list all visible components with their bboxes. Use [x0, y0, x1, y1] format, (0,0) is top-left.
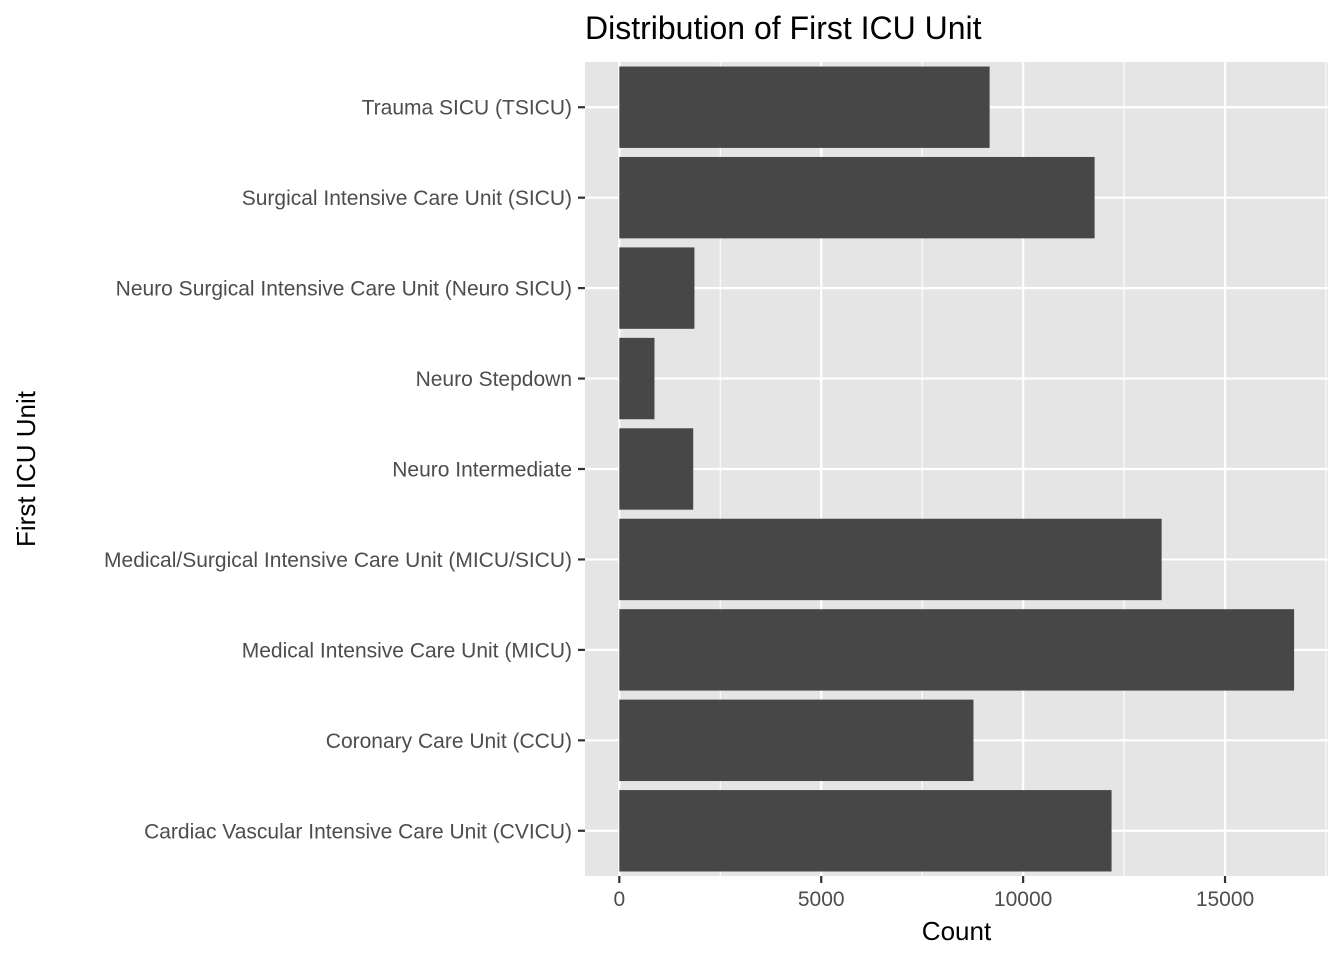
bar: [619, 428, 694, 510]
y-tick-label: Coronary Care Unit (CCU): [326, 730, 572, 753]
bar: [619, 518, 1162, 601]
x-axis-title: Count: [922, 916, 992, 946]
y-tick-label: Medical Intensive Care Unit (MICU): [242, 639, 572, 662]
x-tick-label: 0: [613, 888, 625, 911]
bars: [619, 66, 1295, 872]
bar: [619, 66, 990, 148]
y-tick-label: Neuro Surgical Intensive Care Unit (Neur…: [116, 278, 572, 301]
chart-title: Distribution of First ICU Unit: [585, 10, 982, 46]
y-tick-label: Medical/Surgical Intensive Care Unit (MI…: [104, 549, 572, 572]
bar: [619, 699, 974, 782]
bar: [619, 337, 655, 420]
x-tick-label: 5000: [798, 888, 845, 911]
x-tick-label: 10000: [994, 888, 1052, 911]
y-tick-label: Neuro Stepdown: [416, 368, 572, 391]
bar: [619, 609, 1295, 691]
bar: [619, 790, 1112, 872]
y-tick-label: Trauma SICU (TSICU): [362, 97, 572, 120]
y-tick-label: Neuro Intermediate: [392, 459, 572, 482]
bar: [619, 156, 1095, 239]
y-axis-title: First ICU Unit: [11, 390, 41, 547]
y-axis: Cardiac Vascular Intensive Care Unit (CV…: [104, 97, 585, 843]
bar: [619, 247, 695, 329]
x-tick-label: 15000: [1196, 888, 1254, 911]
x-axis: 0 5000 10000 15000: [613, 876, 1254, 911]
y-tick-label: Surgical Intensive Care Unit (SICU): [242, 187, 572, 210]
y-tick-label: Cardiac Vascular Intensive Care Unit (CV…: [144, 820, 572, 843]
